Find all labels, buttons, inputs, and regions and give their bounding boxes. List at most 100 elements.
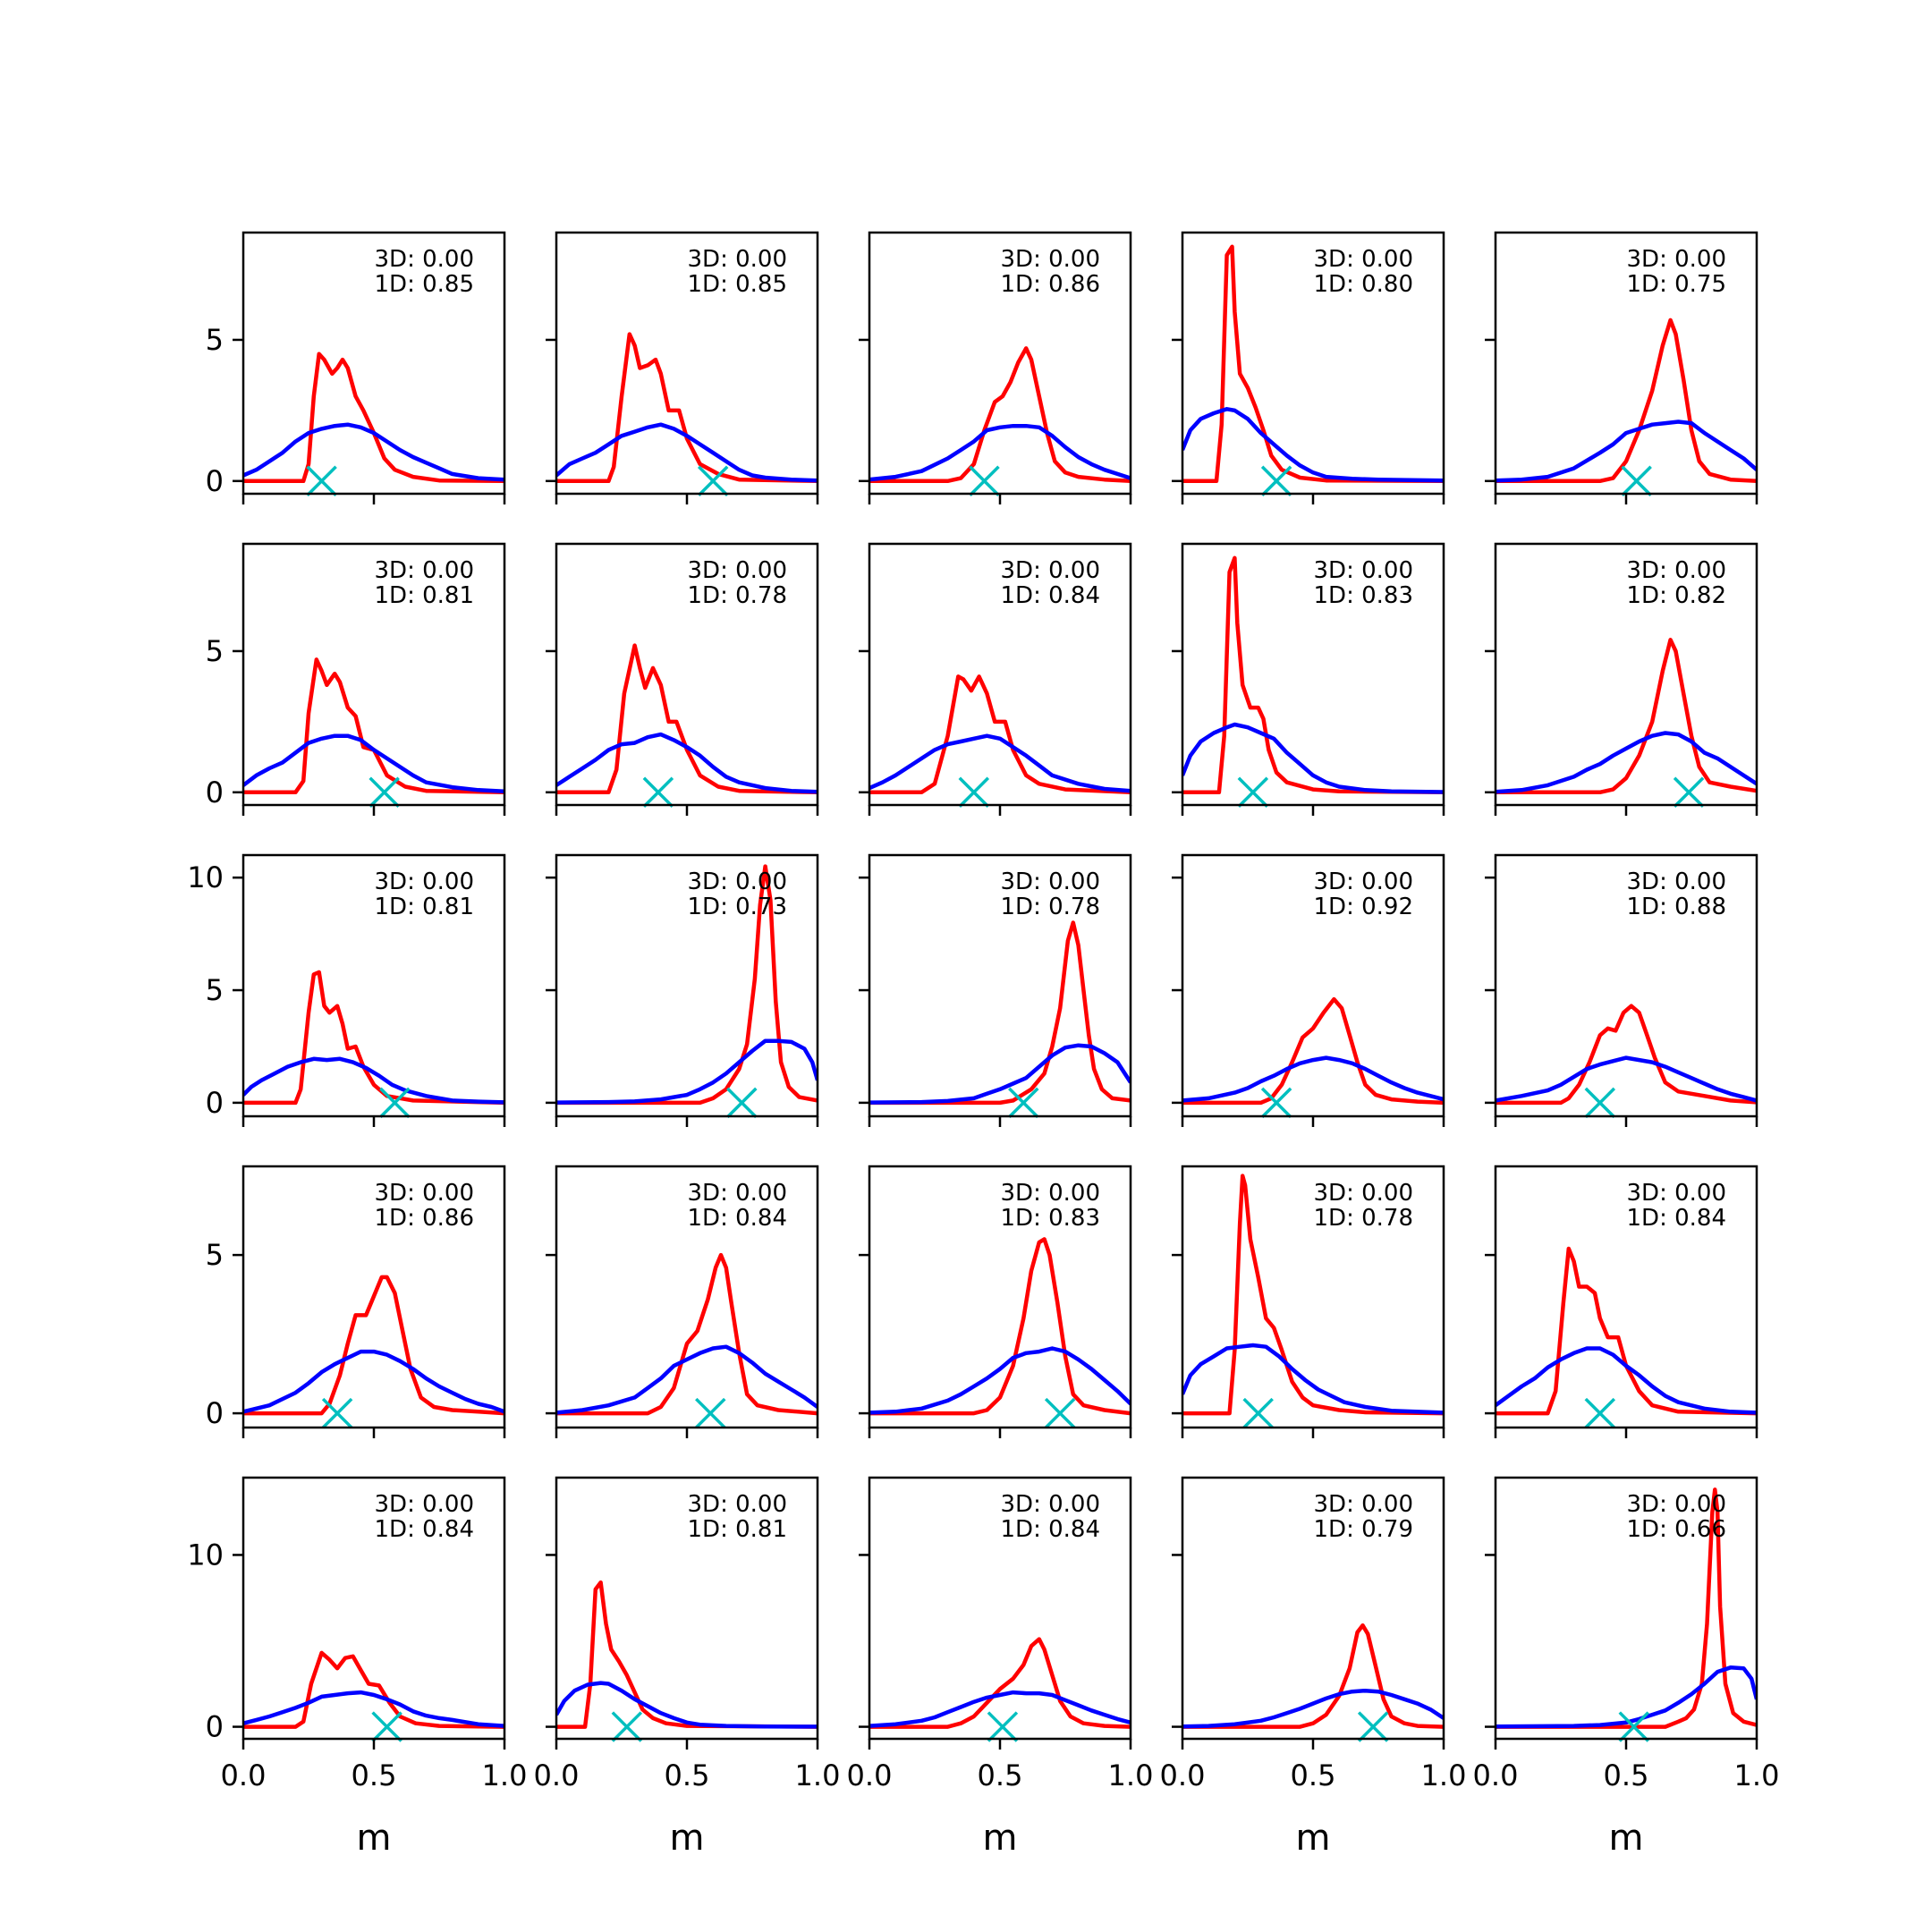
red-density-line [1182, 1623, 1444, 1729]
blue-density-line [556, 1038, 818, 1105]
x-marker [1584, 1397, 1616, 1429]
x-marker [697, 465, 729, 497]
x-tick-label: 1.0 [482, 1758, 528, 1792]
annotation-text: 3D: 0.00 [1314, 246, 1413, 273]
annotation-text: 3D: 0.00 [1314, 1491, 1413, 1518]
y-tick-label: 0 [206, 464, 224, 498]
blue-density-line [556, 422, 818, 483]
x-axis-label: m [983, 1818, 1018, 1859]
annotation-text: 3D: 0.00 [1627, 869, 1726, 895]
y-tick-label: 5 [206, 634, 224, 668]
x-marker [1260, 465, 1292, 497]
blue-density-line [869, 423, 1131, 482]
y-tick-label: 10 [187, 1538, 224, 1572]
annotation-text: 3D: 0.00 [1314, 1180, 1413, 1207]
annotation-text: 3D: 0.00 [1001, 1180, 1100, 1207]
red-density-line [243, 352, 504, 484]
annotation-text: 3D: 0.00 [688, 557, 787, 584]
annotation-text: 3D: 0.00 [1627, 1180, 1726, 1207]
blue-density-line [869, 1690, 1131, 1728]
x-tick-label: 0.0 [221, 1758, 267, 1792]
red-density-line [243, 970, 504, 1106]
blue-density-line [243, 1349, 504, 1414]
x-tick-label: 0.0 [1160, 1758, 1206, 1792]
red-density-line [869, 346, 1131, 484]
x-tick-label: 1.0 [795, 1758, 841, 1792]
blue-density-line [869, 1043, 1131, 1105]
annotation-text: 1D: 0.81 [688, 1516, 787, 1543]
annotation-text: 1D: 0.92 [1314, 894, 1413, 920]
annotation-text: 3D: 0.00 [1001, 246, 1100, 273]
x-marker [1673, 776, 1705, 809]
x-marker [1584, 1087, 1616, 1119]
annotation-text: 1D: 0.86 [1001, 271, 1100, 298]
annotation-text: 1D: 0.84 [1001, 1516, 1100, 1543]
annotation-text: 1D: 0.81 [375, 894, 474, 920]
red-density-line [869, 1637, 1131, 1729]
annotation-text: 1D: 0.83 [1001, 1205, 1100, 1232]
annotation-text: 3D: 0.00 [375, 246, 474, 273]
blue-density-line [1496, 419, 1757, 483]
x-marker [695, 1397, 726, 1429]
x-tick-label: 1.0 [1421, 1758, 1467, 1792]
x-marker [1008, 1087, 1039, 1119]
x-marker [726, 1087, 758, 1119]
annotation-text: 1D: 0.75 [1627, 271, 1726, 298]
red-density-line [556, 332, 818, 484]
annotation-text: 1D: 0.84 [375, 1516, 474, 1543]
red-density-line [556, 643, 818, 795]
x-marker [1260, 1087, 1292, 1119]
annotation-text: 1D: 0.85 [375, 271, 474, 298]
annotation-text: 3D: 0.00 [1627, 1491, 1726, 1518]
x-marker [1357, 1711, 1389, 1742]
red-density-line [1496, 318, 1757, 484]
x-tick-label: 0.5 [978, 1758, 1023, 1792]
red-density-line [1496, 1004, 1757, 1106]
annotation-text: 1D: 0.83 [1314, 582, 1413, 609]
annotation-text: 3D: 0.00 [688, 1491, 787, 1518]
blue-density-line [1182, 722, 1444, 794]
y-tick-label: 0 [206, 1396, 224, 1430]
x-marker [1044, 1397, 1076, 1429]
blue-density-line [1182, 407, 1444, 483]
x-tick-label: 1.0 [1734, 1758, 1780, 1792]
red-density-line [1182, 555, 1444, 795]
annotation-text: 3D: 0.00 [375, 869, 474, 895]
red-density-line [1182, 1174, 1444, 1416]
x-marker [371, 1711, 402, 1742]
x-marker [1237, 776, 1269, 809]
y-tick-label: 5 [206, 323, 224, 357]
blue-density-line [1182, 1343, 1444, 1415]
annotation-text: 3D: 0.00 [375, 1180, 474, 1207]
x-axis-label: m [1609, 1818, 1644, 1859]
annotation-text: 1D: 0.84 [688, 1205, 787, 1232]
blue-density-line [869, 733, 1131, 793]
x-axis-label: m [1296, 1818, 1331, 1859]
x-marker [987, 1711, 1019, 1742]
red-density-line [869, 674, 1131, 795]
annotation-text: 3D: 0.00 [688, 246, 787, 273]
blue-density-line [1496, 1055, 1757, 1103]
blue-density-line [243, 422, 504, 482]
blue-density-line [556, 732, 818, 794]
red-density-line [556, 1252, 818, 1416]
